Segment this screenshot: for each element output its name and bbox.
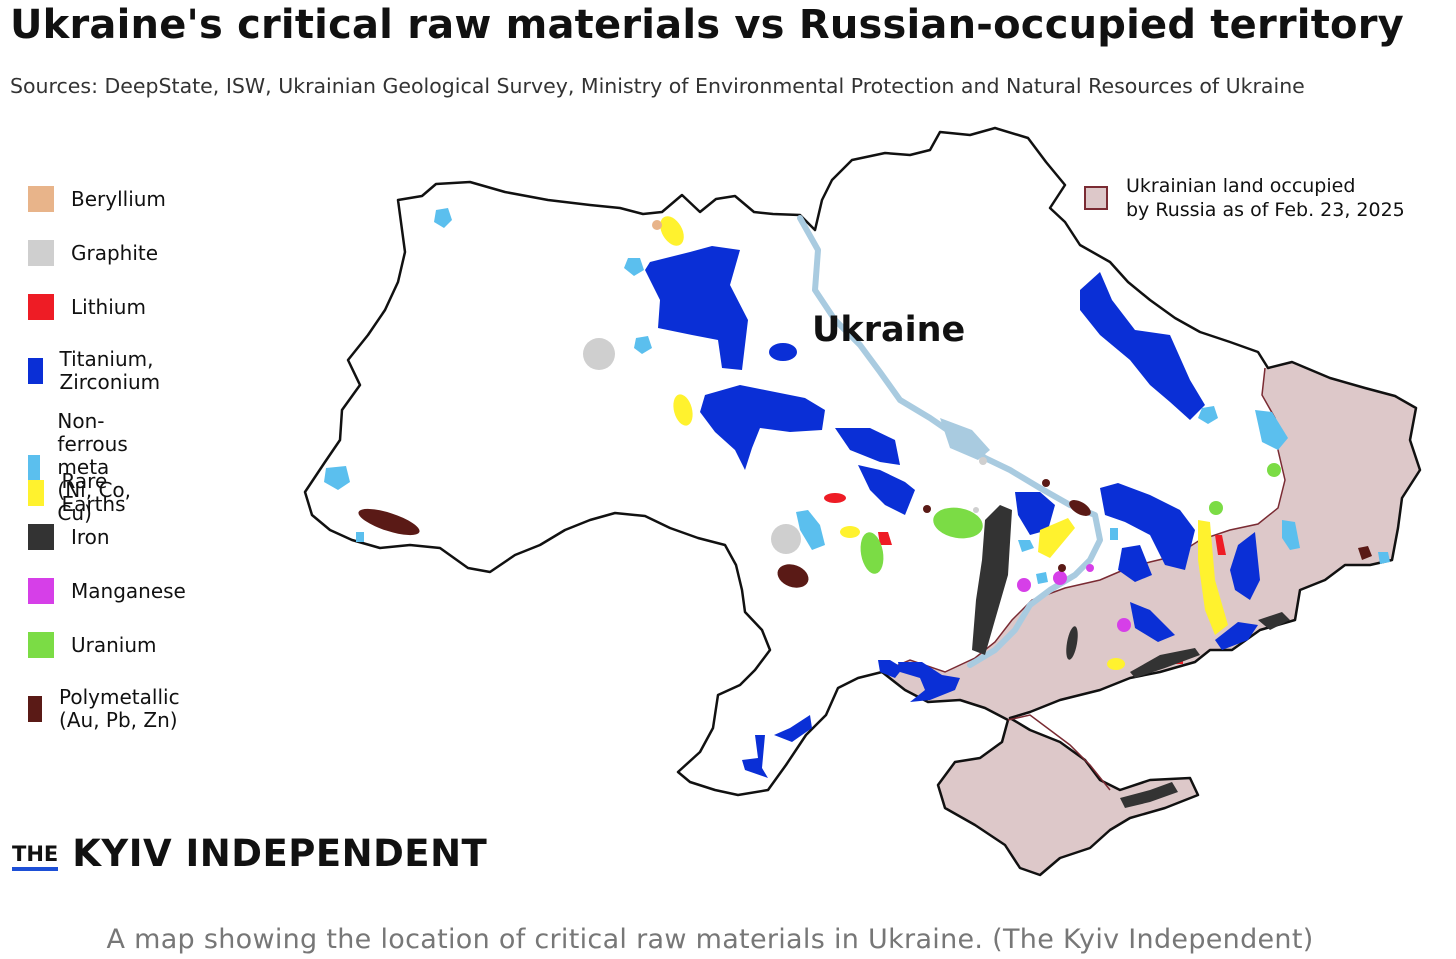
legend-swatch [28, 240, 54, 266]
sources-line: Sources: DeepState, ISW, Ukrainian Geolo… [10, 74, 1305, 98]
legend-label: Rare Earths [61, 469, 126, 516]
map-title: Ukraine's critical raw materials vs Russ… [10, 2, 1404, 48]
lithium-deposits [824, 493, 1226, 664]
occupied-swatch [1084, 186, 1108, 210]
legend-item-graphite: Graphite [28, 240, 158, 266]
legend-label: Titanium, Zirconium [59, 347, 161, 394]
titanium-deposits [645, 246, 1260, 778]
legend-swatch [28, 696, 43, 722]
dnipro-reservoir [940, 418, 990, 460]
occupied-legend: Ukrainian land occupied by Russia as of … [1084, 174, 1405, 222]
legend-label: Non-ferrous meta (Ni, Co, Cu) [57, 409, 132, 525]
rare-earths-deposits [660, 216, 1228, 670]
legend-swatch [28, 524, 54, 550]
legend-label: Uranium [71, 632, 157, 657]
legend-swatch [28, 632, 54, 658]
ukraine-label: Ukraine [812, 310, 966, 350]
uranium-deposits [860, 463, 1281, 574]
graphite-deposits [583, 338, 987, 554]
logo-name: KYIV INDEPENDENT [72, 832, 488, 875]
kyiv-independent-logo: THE KYIV INDEPENDENT [12, 835, 487, 873]
legend-item-non-ferrous: Non-ferrous meta (Ni, Co, Cu) [28, 410, 141, 525]
legend-label: Graphite [71, 240, 159, 265]
legend-item-beryllium: Beryllium [28, 186, 166, 212]
dnipro-river [797, 215, 1103, 668]
legend-item-rare-earths: Rare Earths [28, 470, 135, 516]
polymetallic-deposits [358, 479, 1372, 588]
beryllium-deposit [652, 220, 662, 230]
iron-deposits [972, 505, 1290, 808]
legend-label: Manganese [71, 578, 186, 603]
legend-label: Lithium [71, 294, 146, 319]
legend-item-iron: Iron [28, 524, 110, 550]
legend-item-manganese: Manganese [28, 578, 186, 604]
legend-swatch [28, 358, 43, 384]
legend-swatch [28, 186, 54, 212]
image-caption: A map showing the location of critical r… [106, 924, 1314, 955]
non-ferrous-deposits [324, 208, 1390, 584]
legend-item-lithium: Lithium [28, 294, 146, 320]
legend-swatch [28, 578, 54, 604]
ukraine-outline [303, 126, 1422, 877]
legend-item-polymetallic: Polymetallic (Au, Pb, Zn) [28, 686, 192, 732]
legend-label: Polymetallic (Au, Pb, Zn) [59, 685, 180, 732]
legend-label: Iron [71, 524, 110, 549]
legend-item-uranium: Uranium [28, 632, 157, 658]
legend-label: Beryllium [71, 186, 166, 211]
legend-item-titanium: Titanium, Zirconium [28, 348, 172, 394]
occupied-label: Ukrainian land occupied by Russia as of … [1126, 175, 1405, 221]
crimea-boundary [1007, 714, 1111, 791]
manganese-deposits [1017, 564, 1131, 632]
legend-swatch [28, 294, 54, 320]
legend-swatch [28, 480, 45, 506]
logo-prefix: THE [12, 843, 59, 871]
legend-swatch [28, 454, 41, 481]
